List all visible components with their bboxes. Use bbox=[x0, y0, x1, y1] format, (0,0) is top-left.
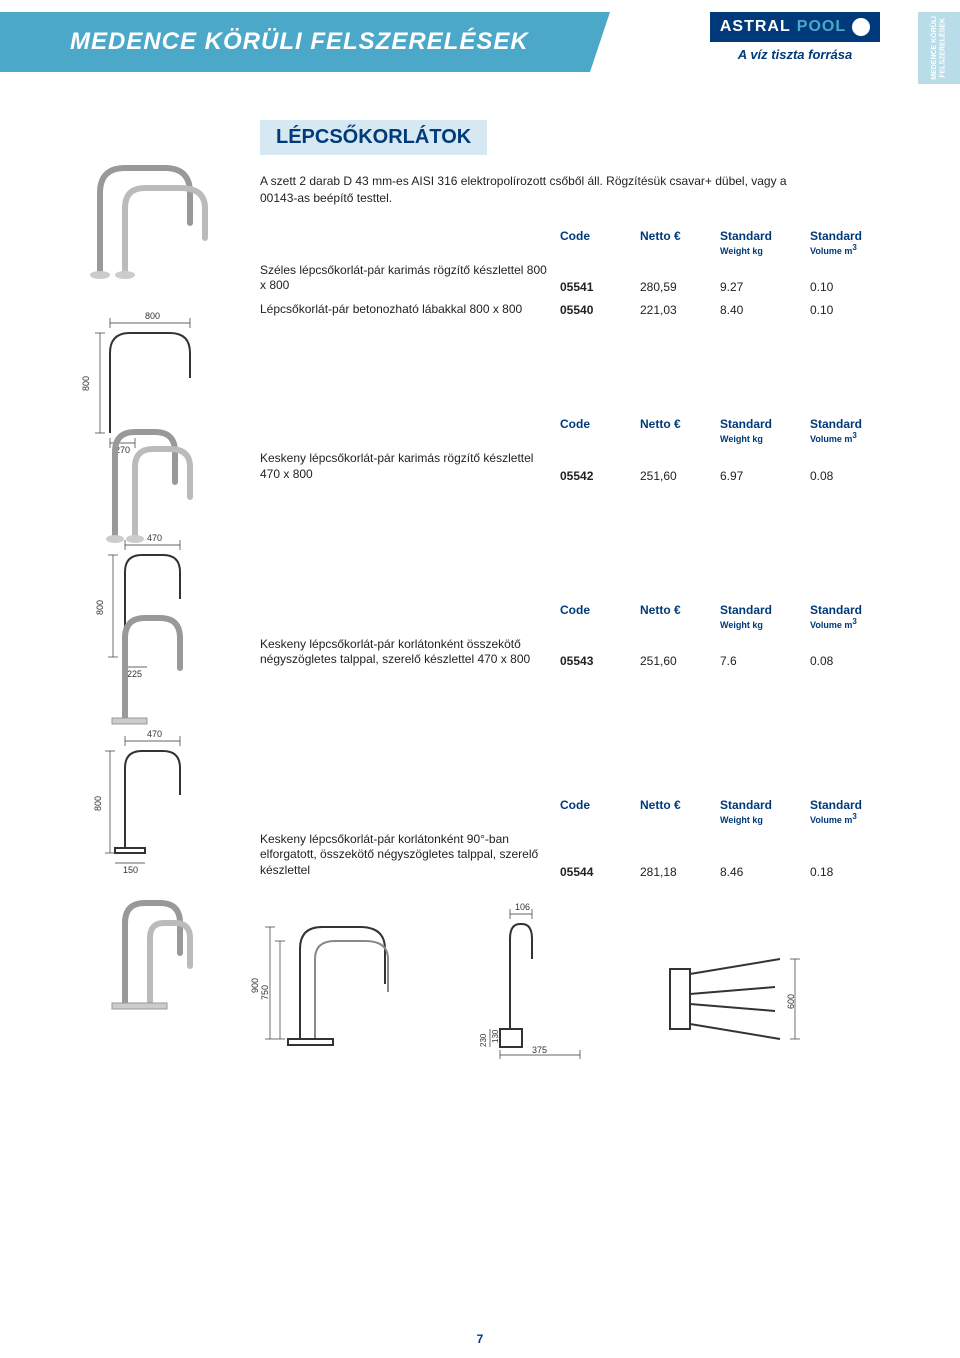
logo-icon bbox=[852, 18, 870, 36]
svg-text:230: 230 bbox=[480, 1033, 488, 1047]
page-number: 7 bbox=[0, 1332, 960, 1346]
svg-text:800: 800 bbox=[81, 376, 91, 391]
table-row: Lépcsőkorlát-pár betonozható lábakkal 80… bbox=[260, 302, 900, 318]
handrail-icon bbox=[70, 878, 230, 1018]
product-block-4: Code Netto € StandardWeight kg StandardV… bbox=[0, 798, 920, 1059]
main-content: LÉPCSŐKORLÁTOK A szett 2 darab D 43 mm-e… bbox=[0, 120, 920, 1089]
row-weight: 8.40 bbox=[720, 303, 810, 317]
svg-text:600: 600 bbox=[786, 994, 796, 1009]
product-block-2: Code Netto € StandardWeight kg StandardV… bbox=[0, 417, 920, 482]
svg-text:130: 130 bbox=[491, 1029, 500, 1043]
product-image-2 bbox=[60, 407, 240, 547]
table-row: Keskeny lépcsőkorlát-pár korlátonként ös… bbox=[260, 637, 900, 668]
table-header: Code Netto € StandardWeight kg StandardV… bbox=[260, 603, 900, 631]
bottom-drawings: 750 900 106 375 230 130 bbox=[240, 899, 920, 1059]
handrail-icon bbox=[70, 407, 230, 547]
row-netto: 221,03 bbox=[640, 303, 720, 317]
table-row: Keskeny lépcsőkorlát-pár korlátonként 90… bbox=[260, 832, 900, 879]
row-weight: 9.27 bbox=[720, 280, 810, 294]
col-volume: StandardVolume m3 bbox=[810, 229, 900, 257]
table-header: Code Netto € StandardWeight kg StandardV… bbox=[260, 798, 900, 826]
row-code: 05541 bbox=[560, 280, 640, 294]
col-weight: StandardWeight kg bbox=[720, 229, 810, 257]
row-desc: Lépcsőkorlát-pár betonozható lábakkal 80… bbox=[260, 302, 560, 318]
brand-logo-area: ASTRAL POOL A víz tiszta forrása bbox=[690, 12, 900, 62]
col-code: Code bbox=[560, 229, 640, 257]
handrail-icon bbox=[70, 593, 230, 733]
header-title-band: MEDENCE KÖRÜLI FELSZERELÉSEK bbox=[0, 12, 590, 72]
product-image-3 bbox=[60, 593, 240, 733]
price-table-2: Code Netto € StandardWeight kg StandardV… bbox=[260, 417, 900, 482]
col-netto: Netto € bbox=[640, 229, 720, 257]
price-table-3: Code Netto € StandardWeight kg StandardV… bbox=[260, 603, 900, 668]
table-row: Széles lépcsőkorlát-pár karimás rögzítő … bbox=[260, 263, 900, 294]
table-row: Keskeny lépcsőkorlát-pár karimás rögzítő… bbox=[260, 451, 900, 482]
row-volume: 0.10 bbox=[810, 280, 900, 294]
svg-text:470: 470 bbox=[147, 533, 162, 543]
section-intro: A szett 2 darab D 43 mm-es AISI 316 elek… bbox=[260, 173, 820, 207]
side-tab-text: MEDENCE KÖRÜLI FELSZERELÉSEK bbox=[931, 16, 948, 80]
svg-text:800: 800 bbox=[145, 311, 160, 321]
section-title: LÉPCSŐKORLÁTOK bbox=[260, 120, 487, 155]
brand-logo: ASTRAL POOL bbox=[710, 12, 880, 42]
dimension-drawing-top: 600 bbox=[660, 939, 810, 1059]
product-block-3: Code Netto € StandardWeight kg StandardV… bbox=[0, 603, 920, 668]
handrail-icon bbox=[70, 143, 230, 283]
brand-tagline: A víz tiszta forrása bbox=[690, 47, 900, 62]
product-image-1 bbox=[60, 143, 240, 283]
page-title: MEDENCE KÖRÜLI FELSZERELÉSEK bbox=[70, 28, 529, 56]
price-table-4: Code Netto € StandardWeight kg StandardV… bbox=[260, 798, 900, 879]
svg-text:375: 375 bbox=[532, 1045, 547, 1055]
svg-text:106: 106 bbox=[515, 902, 530, 912]
svg-text:900: 900 bbox=[250, 978, 260, 993]
row-volume: 0.10 bbox=[810, 303, 900, 317]
svg-text:470: 470 bbox=[147, 729, 162, 739]
side-tab: MEDENCE KÖRÜLI FELSZERELÉSEK bbox=[918, 12, 960, 84]
row-code: 05540 bbox=[560, 303, 640, 317]
table-header: Code Netto € StandardWeight kg StandardV… bbox=[260, 229, 900, 257]
logo-text-sub: POOL bbox=[797, 18, 846, 36]
row-desc: Széles lépcsőkorlát-pár karimás rögzítő … bbox=[260, 263, 560, 294]
table-header: Code Netto € StandardWeight kg StandardV… bbox=[260, 417, 900, 445]
price-table-1: Code Netto € StandardWeight kg StandardV… bbox=[260, 229, 900, 318]
svg-text:750: 750 bbox=[260, 985, 270, 1000]
product-image-4 bbox=[60, 878, 240, 1018]
product-block-1: A szett 2 darab D 43 mm-es AISI 316 elek… bbox=[0, 173, 920, 317]
row-netto: 280,59 bbox=[640, 280, 720, 294]
logo-text-main: ASTRAL bbox=[720, 18, 791, 36]
dimension-drawing-front: 750 900 bbox=[240, 899, 440, 1059]
dimension-drawing-side: 106 375 230 130 bbox=[480, 899, 620, 1059]
